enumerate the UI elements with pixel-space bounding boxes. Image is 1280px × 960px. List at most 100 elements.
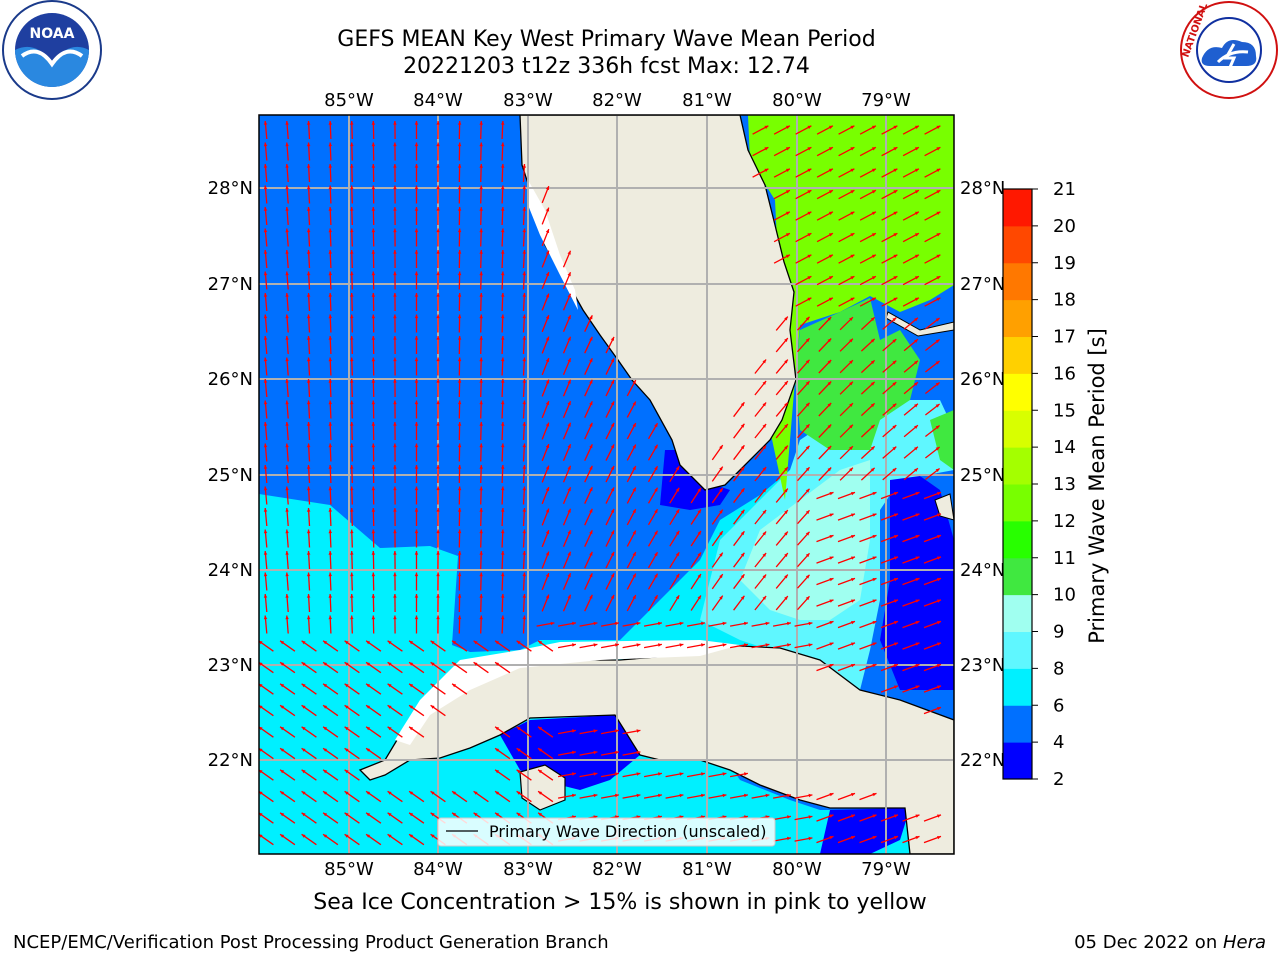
wave-direction-arrow: [350, 464, 354, 484]
wave-direction-arrow: [436, 271, 440, 290]
wave-direction-arrow: [522, 529, 526, 548]
wave-direction-arrow: [371, 464, 376, 484]
wave-direction-arrow: [436, 120, 440, 140]
wave-direction-arrow: [816, 792, 834, 801]
wave-direction-arrow: [387, 661, 403, 674]
wave-direction-arrow: [328, 142, 332, 161]
wave-direction-arrow: [775, 423, 789, 439]
lon-tick-label-bottom: 84°W: [413, 859, 463, 880]
wave-direction-arrow: [328, 550, 332, 570]
noaa-logo-text: NOAA: [30, 26, 75, 42]
wave-direction-arrow: [816, 125, 834, 135]
wave-direction-arrow: [436, 593, 440, 613]
wave-direction-arrow: [279, 726, 296, 738]
wave-direction-arrow: [436, 443, 440, 462]
wave-direction-arrow: [880, 685, 899, 693]
wave-direction-arrow: [902, 211, 920, 221]
wave-direction-arrow: [371, 615, 376, 634]
wave-direction-arrow: [839, 445, 854, 460]
wave-direction-arrow: [773, 146, 791, 157]
wave-direction-arrow: [600, 750, 620, 756]
wave-direction-arrow: [816, 642, 834, 650]
wave-direction-arrow: [301, 833, 317, 846]
wave-direction-arrow: [344, 769, 360, 781]
wave-direction-arrow: [457, 142, 462, 161]
colorbar-tick-label: 14: [1053, 437, 1076, 458]
wave-direction-arrow: [647, 530, 659, 547]
wave-direction-arrow: [537, 640, 554, 652]
wave-direction-arrow: [522, 615, 526, 634]
wave-direction-arrow: [371, 335, 376, 355]
wave-direction-arrow: [414, 250, 419, 268]
wave-direction-arrow: [285, 529, 289, 548]
wave-direction-arrow: [818, 359, 832, 374]
wave-direction-arrow: [371, 593, 376, 613]
wave-direction-arrow: [328, 335, 332, 355]
wave-direction-arrow: [501, 593, 505, 613]
wave-direction-arrow: [816, 254, 834, 264]
wave-direction-arrow: [903, 381, 919, 395]
wave-direction-arrow: [328, 572, 332, 591]
wave-direction-arrow: [925, 317, 940, 330]
wave-direction-arrow: [365, 683, 382, 695]
wave-direction-arrow: [818, 402, 832, 417]
wave-direction-arrow: [669, 594, 680, 612]
wave-direction-arrow: [285, 572, 289, 591]
wave-direction-arrow: [818, 381, 832, 395]
wave-direction-arrow: [457, 185, 462, 204]
wave-direction-arrow: [902, 146, 920, 157]
wave-direction-arrow: [794, 793, 813, 799]
wave-direction-arrow: [902, 599, 920, 607]
wave-direction-arrow: [902, 620, 920, 629]
wave-direction-arrow: [860, 467, 876, 481]
lat-tick-label-right: 27°N: [960, 274, 1005, 295]
colorbar-tick-label: 18: [1053, 290, 1076, 311]
lon-tick-label-bottom: 82°W: [592, 859, 642, 880]
wave-direction-arrow: [881, 232, 898, 243]
wave-direction-arrow: [562, 443, 572, 462]
wave-direction-arrow: [371, 421, 376, 441]
wave-direction-arrow: [306, 615, 311, 634]
wave-direction-arrow: [605, 358, 615, 375]
wave-direction-arrow: [522, 486, 526, 505]
wave-direction-arrow: [371, 292, 376, 312]
wave-direction-arrow: [690, 509, 702, 525]
map-tick-labels: 85°W 85°W 84°W 84°W 83°W 83°W 82°W 82°W 81°W 81°W…: [208, 90, 1006, 880]
wave-direction-arrow: [301, 769, 317, 781]
colorbar-tick-label: 4: [1053, 732, 1064, 753]
wave-direction-arrow: [479, 421, 483, 441]
wave-direction-arrow: [733, 509, 745, 525]
wave-direction-arrow: [414, 164, 419, 182]
wave-direction-arrow: [605, 336, 615, 354]
wave-direction-arrow: [541, 228, 550, 247]
wave-direction-arrow: [414, 336, 419, 354]
wave-direction-arrow: [690, 573, 702, 590]
wave-direction-arrow: [393, 271, 397, 290]
wave-direction-arrow: [859, 168, 877, 178]
wave-direction-arrow: [279, 661, 296, 674]
wave-direction-arrow: [263, 228, 268, 247]
wave-direction-arrow: [837, 642, 856, 650]
wave-direction-arrow: [501, 120, 505, 140]
wave-direction-arrow: [522, 378, 526, 398]
wave-direction-arrow: [279, 769, 296, 781]
wave-direction-arrow: [501, 185, 505, 204]
wave-direction-arrow: [414, 594, 419, 612]
wave-direction-arrow: [263, 335, 268, 355]
wave-direction-arrow: [414, 551, 419, 569]
wave-direction-arrow: [797, 380, 810, 396]
wave-direction-arrow: [773, 125, 791, 135]
wave-direction-arrow: [279, 790, 296, 803]
wave-direction-arrow: [794, 815, 813, 821]
wave-direction-arrow: [903, 424, 919, 438]
lat-tick-label-right: 26°N: [960, 369, 1005, 390]
wave-direction-arrow: [457, 292, 462, 312]
wave-direction-arrow: [902, 513, 920, 521]
wave-direction-arrow: [925, 338, 940, 352]
wave-direction-arrow: [775, 488, 789, 503]
wave-direction-arrow: [436, 550, 440, 570]
lon-tick-label-bottom: 83°W: [503, 859, 553, 880]
wave-field-pale: [740, 460, 870, 620]
wave-direction-arrow: [414, 121, 419, 139]
wave-direction-arrow: [859, 491, 877, 500]
